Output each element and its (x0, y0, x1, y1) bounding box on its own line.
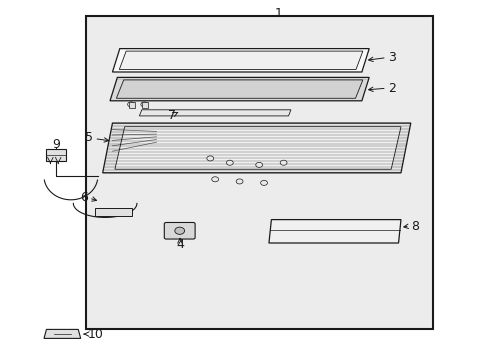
Polygon shape (116, 80, 362, 98)
Circle shape (206, 156, 213, 161)
Circle shape (236, 179, 243, 184)
Polygon shape (139, 110, 290, 116)
Bar (46, 149, 66, 161)
Polygon shape (112, 49, 368, 72)
Text: 9: 9 (52, 138, 60, 150)
Text: 8: 8 (410, 220, 418, 233)
Polygon shape (110, 77, 368, 101)
Circle shape (226, 160, 233, 165)
Text: 2: 2 (387, 82, 395, 95)
Bar (142, 102, 147, 108)
Polygon shape (119, 51, 362, 69)
Bar (85, 16, 432, 329)
Text: 7: 7 (168, 109, 176, 122)
Text: 1: 1 (274, 7, 282, 20)
Circle shape (211, 177, 218, 182)
Circle shape (255, 162, 262, 167)
Text: 10: 10 (88, 328, 103, 341)
Circle shape (260, 180, 267, 185)
Polygon shape (115, 127, 400, 169)
Circle shape (141, 102, 147, 107)
Polygon shape (102, 123, 410, 173)
Text: 3: 3 (387, 51, 395, 64)
Text: 4: 4 (176, 238, 183, 251)
Bar (95, 208, 132, 216)
Circle shape (175, 227, 184, 234)
Text: 5: 5 (85, 131, 93, 144)
Polygon shape (268, 220, 400, 243)
Text: 6: 6 (80, 191, 88, 204)
Circle shape (127, 102, 134, 107)
Bar (129, 102, 135, 108)
FancyBboxPatch shape (164, 222, 195, 239)
Polygon shape (44, 329, 81, 338)
Circle shape (280, 160, 286, 165)
